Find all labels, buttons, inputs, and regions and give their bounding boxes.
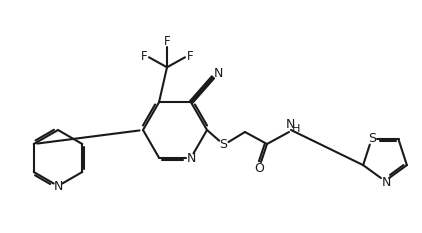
Text: O: O <box>254 162 264 175</box>
Text: H: H <box>292 124 300 134</box>
Text: N: N <box>213 67 223 80</box>
Text: F: F <box>141 50 147 63</box>
Text: N: N <box>186 152 196 165</box>
Text: N: N <box>381 177 391 189</box>
Text: F: F <box>164 35 170 48</box>
Text: S: S <box>368 132 376 145</box>
Text: F: F <box>187 50 193 63</box>
Text: N: N <box>285 117 295 130</box>
Text: N: N <box>53 179 63 192</box>
Text: S: S <box>219 137 227 151</box>
